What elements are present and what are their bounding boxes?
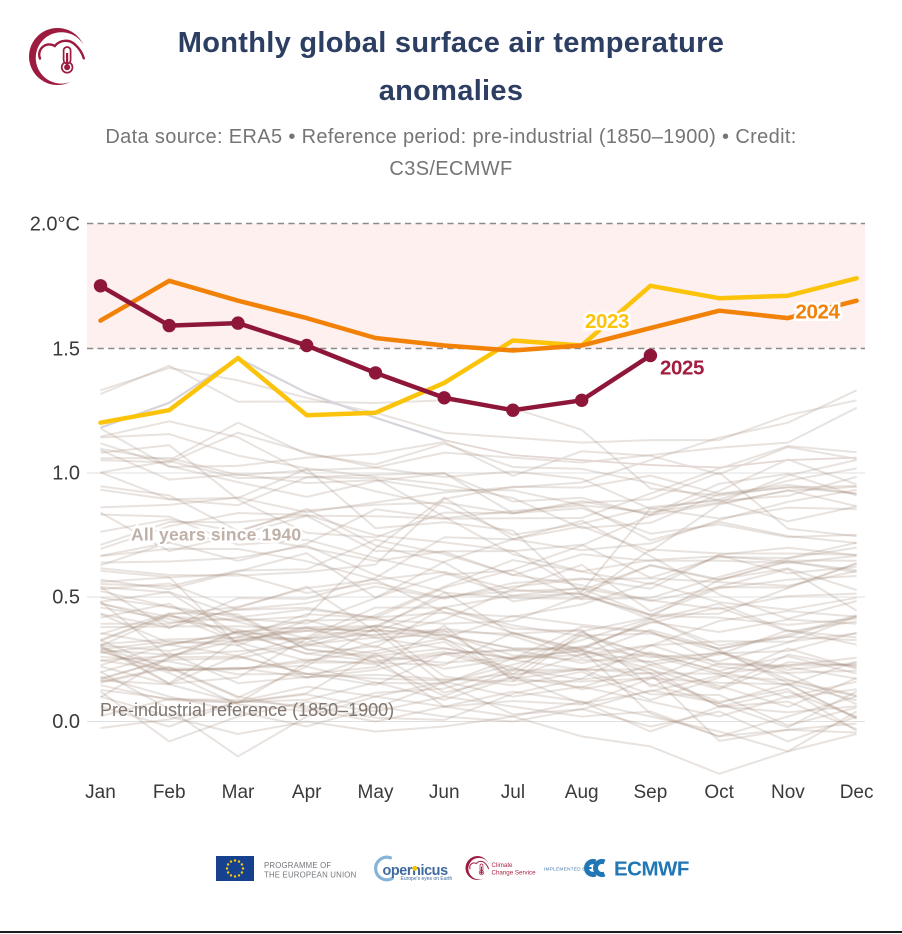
svg-text:May: May — [358, 782, 394, 803]
svg-text:Apr: Apr — [292, 782, 322, 803]
svg-text:Jan: Jan — [85, 782, 116, 803]
svg-text:Nov: Nov — [771, 782, 805, 803]
svg-text:Jul: Jul — [501, 782, 525, 803]
svg-text:1.0: 1.0 — [52, 463, 80, 485]
svg-text:2023: 2023 — [585, 310, 629, 333]
svg-text:Feb: Feb — [153, 782, 186, 803]
svg-text:Aug: Aug — [565, 782, 599, 803]
svg-text:Change Service: Change Service — [492, 870, 537, 877]
svg-text:1.5: 1.5 — [52, 339, 80, 361]
svg-text:2024: 2024 — [796, 301, 841, 324]
svg-text:Sep: Sep — [633, 782, 667, 803]
svg-text:ECMWF: ECMWF — [614, 858, 689, 881]
svg-text:THE EUROPEAN UNION: THE EUROPEAN UNION — [264, 871, 356, 880]
svg-text:2.0°C: 2.0°C — [30, 214, 80, 236]
svg-text:All years since 1940: All years since 1940 — [131, 525, 301, 545]
svg-text:Europe's eyes on Earth: Europe's eyes on Earth — [401, 876, 453, 882]
svg-text:opernicus: opernicus — [383, 863, 449, 879]
svg-text:Jun: Jun — [429, 782, 460, 803]
svg-text:0.5: 0.5 — [52, 587, 80, 609]
svg-text:IMPLEMENTED BY: IMPLEMENTED BY — [544, 866, 590, 872]
svg-text:Dec: Dec — [840, 782, 874, 803]
svg-text:Pre-industrial reference (1850: Pre-industrial reference (1850–1900) — [100, 700, 394, 720]
svg-text:Climate: Climate — [492, 862, 514, 869]
svg-text:0.0: 0.0 — [52, 711, 80, 733]
svg-text:Mar: Mar — [222, 782, 255, 803]
svg-text:Oct: Oct — [704, 782, 734, 803]
svg-text:PROGRAMME OF: PROGRAMME OF — [264, 861, 331, 870]
svg-text:2025: 2025 — [660, 357, 704, 380]
